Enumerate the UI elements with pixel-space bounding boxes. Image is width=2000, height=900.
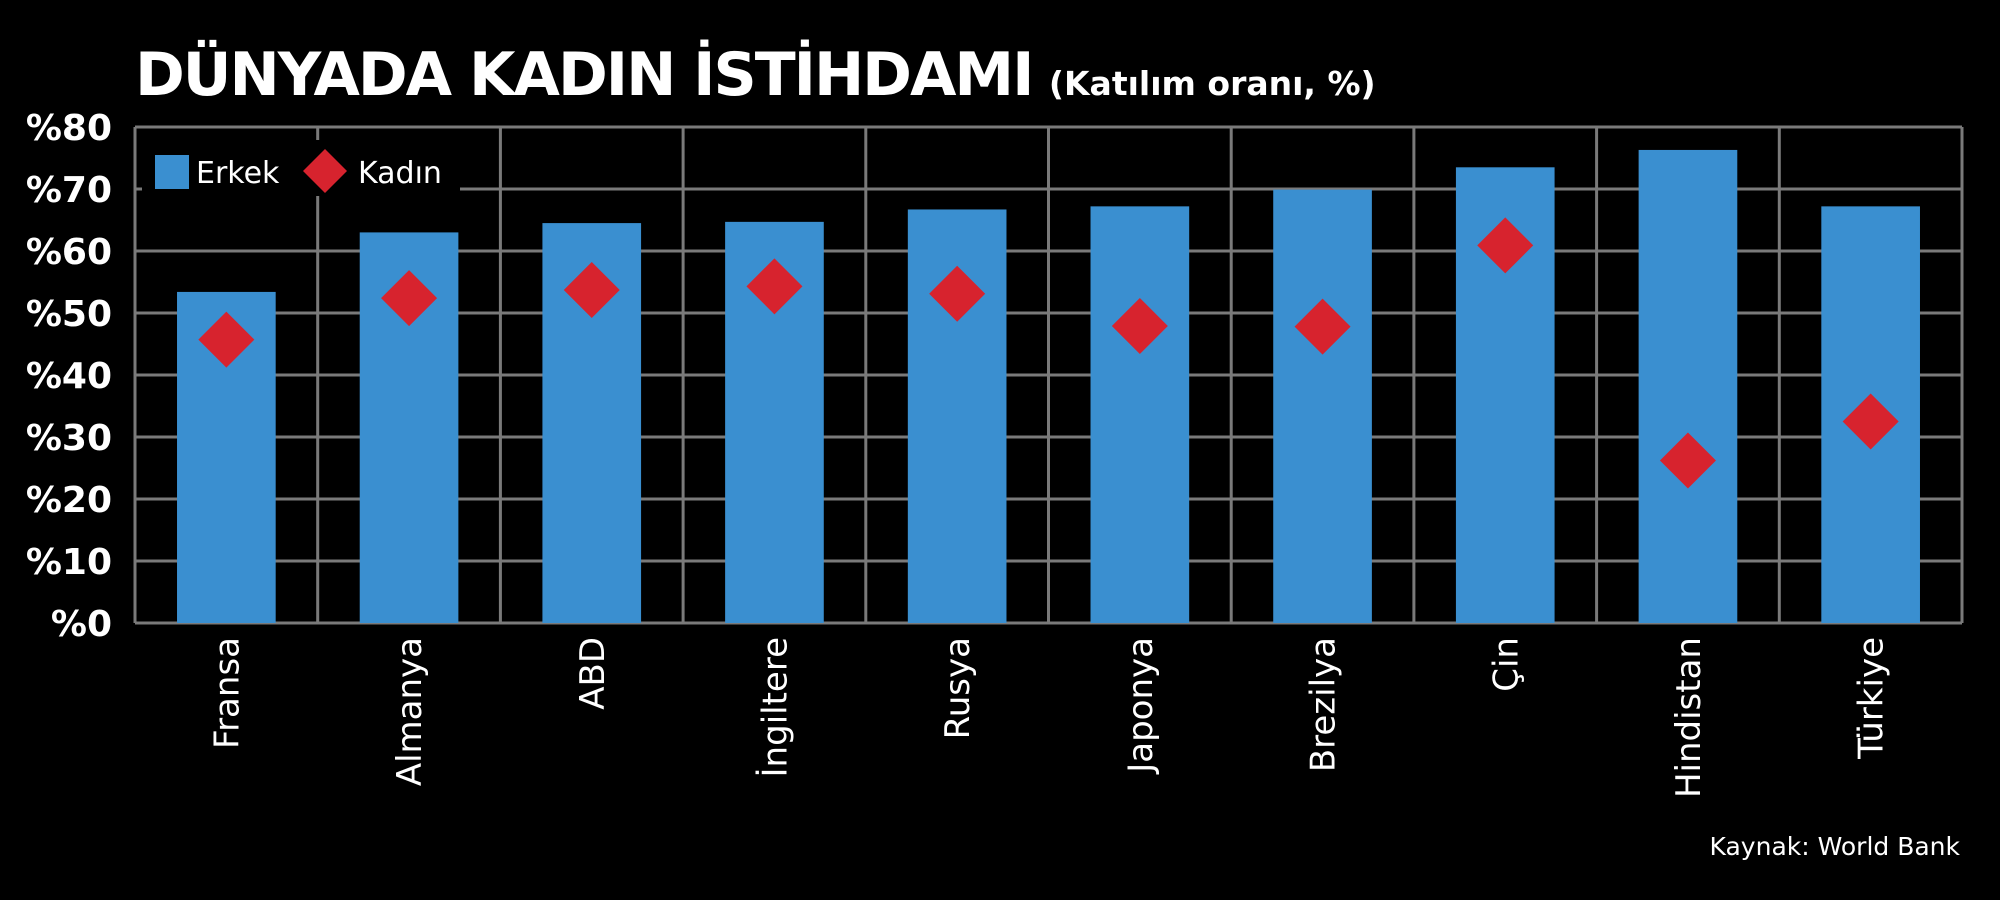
title-block: DÜNYADA KADIN İSTİHDAMI (Katılım oranı, … bbox=[135, 40, 1376, 110]
marker-kadin bbox=[198, 311, 255, 368]
marker-kadin bbox=[929, 265, 986, 322]
x-tick-label: Fransa bbox=[207, 637, 247, 749]
y-tick-label: %40 bbox=[26, 356, 112, 397]
x-tick-label: Japonya bbox=[1121, 637, 1161, 775]
x-tick-label: İngiltere bbox=[755, 637, 795, 777]
x-axis-ticks: Fransa Almanya ABD İngiltere Rusya Japonya Bre… bbox=[207, 637, 1891, 798]
y-tick-label: %20 bbox=[26, 480, 112, 521]
y-tick-label: %0 bbox=[51, 604, 112, 645]
y-tick-label: %50 bbox=[26, 294, 112, 335]
y-tick-label: %80 bbox=[26, 108, 112, 149]
chart-title: DÜNYADA KADIN İSTİHDAMI bbox=[135, 40, 1034, 110]
marker-kadin bbox=[1477, 217, 1534, 274]
x-tick-label: Hindistan bbox=[1669, 637, 1709, 798]
x-tick-label: Almanya bbox=[390, 637, 430, 786]
legend-label-kadin: Kadın bbox=[358, 156, 442, 191]
legend: Erkek Kadın bbox=[142, 140, 460, 196]
chart-subtitle: (Katılım oranı, %) bbox=[1048, 64, 1376, 103]
x-tick-label: ABD bbox=[573, 637, 613, 710]
legend-label-erkek: Erkek bbox=[196, 156, 280, 191]
y-tick-label: %60 bbox=[26, 232, 112, 273]
source-note: Kaynak: World Bank bbox=[1709, 832, 1960, 861]
legend-swatch-erkek bbox=[155, 155, 189, 189]
x-tick-label: Türkiye bbox=[1852, 637, 1892, 760]
bar-erkek bbox=[1638, 149, 1738, 623]
y-axis-ticks: %0 %10 %20 %30 %40 %50 %60 %70 %80 bbox=[26, 108, 112, 645]
marker-kadin bbox=[1111, 298, 1168, 355]
marker-kadin bbox=[1294, 298, 1351, 355]
bar-erkek bbox=[1273, 189, 1372, 623]
x-tick-label: Rusya bbox=[938, 637, 978, 739]
legend-swatch-kadin bbox=[303, 149, 347, 193]
y-tick-label: %30 bbox=[26, 418, 112, 459]
marker-kadin bbox=[1659, 432, 1716, 489]
legend-background bbox=[142, 140, 460, 196]
x-tick-label: Çin bbox=[1486, 637, 1526, 692]
marker-kadin bbox=[381, 270, 438, 327]
marker-kadin bbox=[563, 262, 620, 319]
marker-kadin bbox=[746, 258, 803, 315]
marker-kadin bbox=[1842, 393, 1899, 450]
bar-erkek bbox=[1090, 206, 1190, 624]
y-tick-label: %10 bbox=[26, 542, 112, 583]
x-tick-label: Brezilya bbox=[1304, 637, 1344, 772]
y-tick-label: %70 bbox=[26, 170, 112, 211]
markers bbox=[198, 217, 1899, 489]
